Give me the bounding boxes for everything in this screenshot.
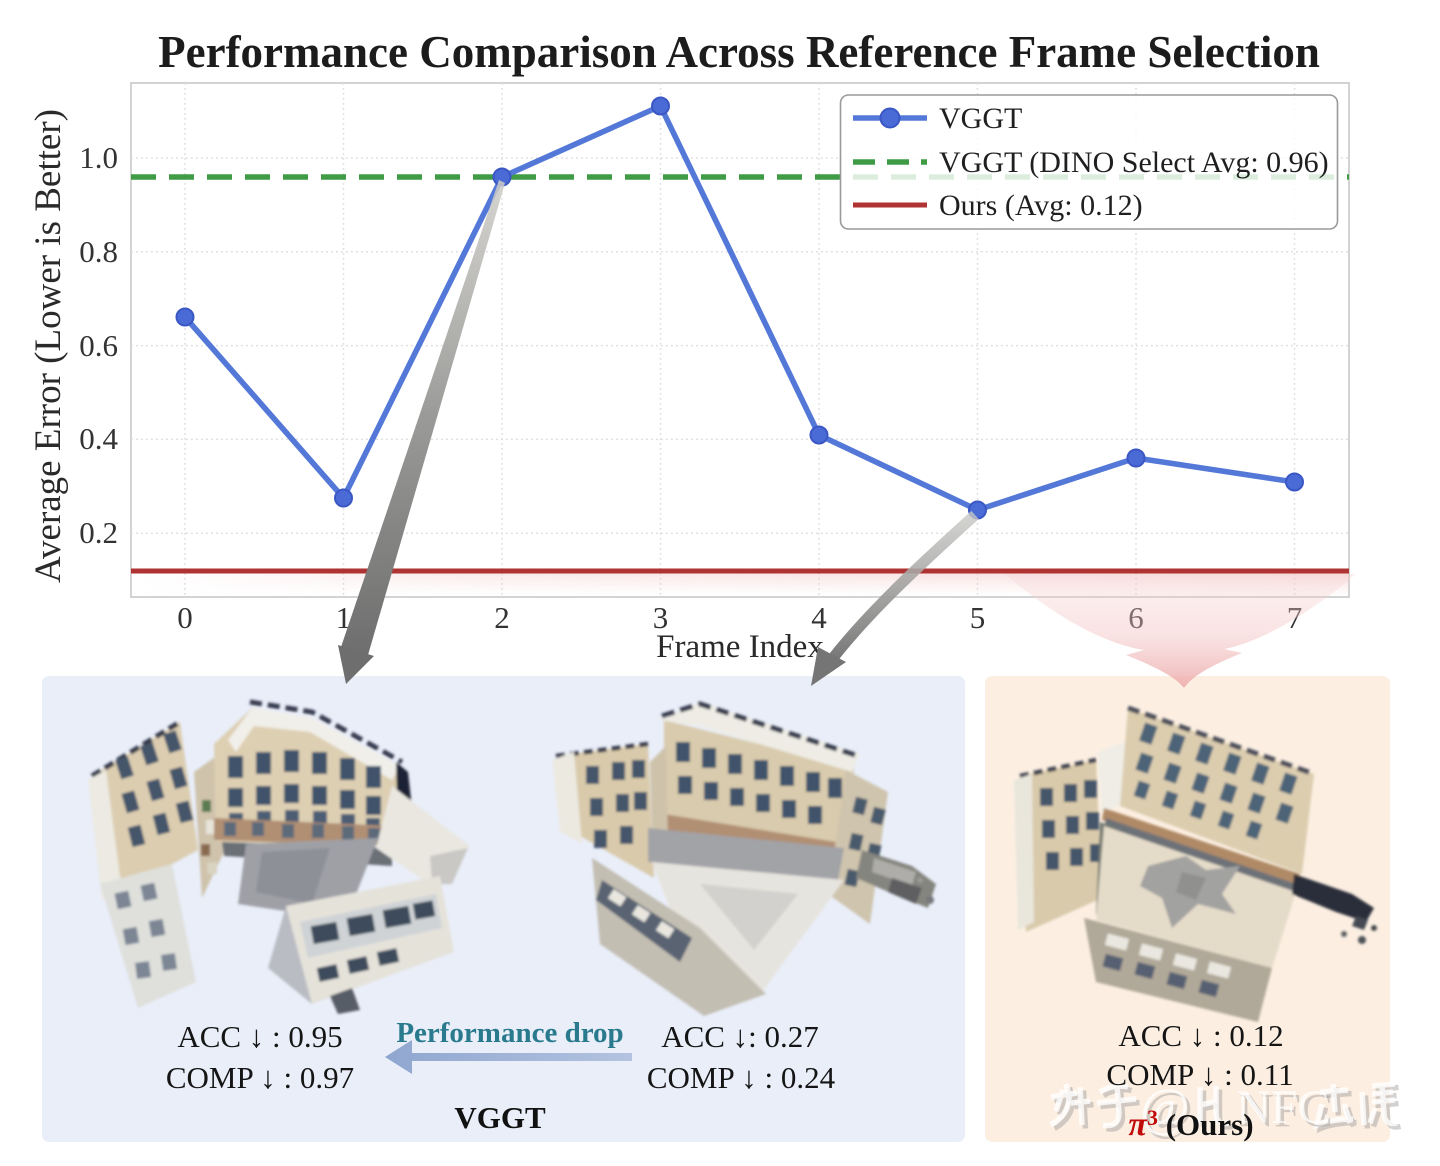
svg-text:Performance drop: Performance drop <box>396 1017 623 1049</box>
svg-text:NFC: NFC <box>1240 1085 1333 1138</box>
svg-text:VGGT: VGGT <box>939 102 1022 135</box>
svg-text:1: 1 <box>336 600 352 635</box>
svg-text:0: 0 <box>177 600 193 635</box>
svg-text:COMP ↓ : 0.97: COMP ↓ : 0.97 <box>166 1060 354 1095</box>
svg-text:VGGT: VGGT <box>454 1100 546 1135</box>
svg-text:5: 5 <box>970 600 986 635</box>
svg-text:4: 4 <box>811 600 827 635</box>
svg-text:Frame Index: Frame Index <box>656 629 824 665</box>
svg-text:@: @ <box>1140 1077 1190 1137</box>
svg-text:1.0: 1.0 <box>79 140 118 175</box>
svg-text:0.8: 0.8 <box>79 234 118 269</box>
svg-text:Average Error (Lower is Better: Average Error (Lower is Better) <box>28 109 69 583</box>
svg-text:Performance Comparison Across: Performance Comparison Across Reference … <box>158 27 1320 77</box>
svg-text:2: 2 <box>494 600 510 635</box>
svg-text:ACC ↓: 0.27: ACC ↓: 0.27 <box>661 1019 819 1054</box>
svg-text:π3 (Ours): π3 (Ours) <box>1128 1105 1253 1143</box>
svg-text:3: 3 <box>653 600 669 635</box>
svg-text:0.2: 0.2 <box>79 515 118 550</box>
svg-text:VGGT (DINO Select Avg: 0.96): VGGT (DINO Select Avg: 0.96) <box>939 146 1329 179</box>
svg-text:0.6: 0.6 <box>79 328 118 363</box>
svg-text:COMP ↓ : 0.11: COMP ↓ : 0.11 <box>1106 1057 1293 1092</box>
svg-text:ACC ↓ : 0.95: ACC ↓ : 0.95 <box>177 1019 342 1054</box>
svg-text:Ours (Avg: 0.12): Ours (Avg: 0.12) <box>939 189 1143 222</box>
svg-text:COMP ↓ : 0.24: COMP ↓ : 0.24 <box>647 1060 836 1095</box>
svg-text:@: @ <box>1144 1081 1194 1141</box>
svg-text:NFC: NFC <box>1236 1081 1329 1134</box>
svg-text:0.4: 0.4 <box>79 421 118 456</box>
svg-text:ACC ↓ : 0.12: ACC ↓ : 0.12 <box>1118 1018 1283 1053</box>
